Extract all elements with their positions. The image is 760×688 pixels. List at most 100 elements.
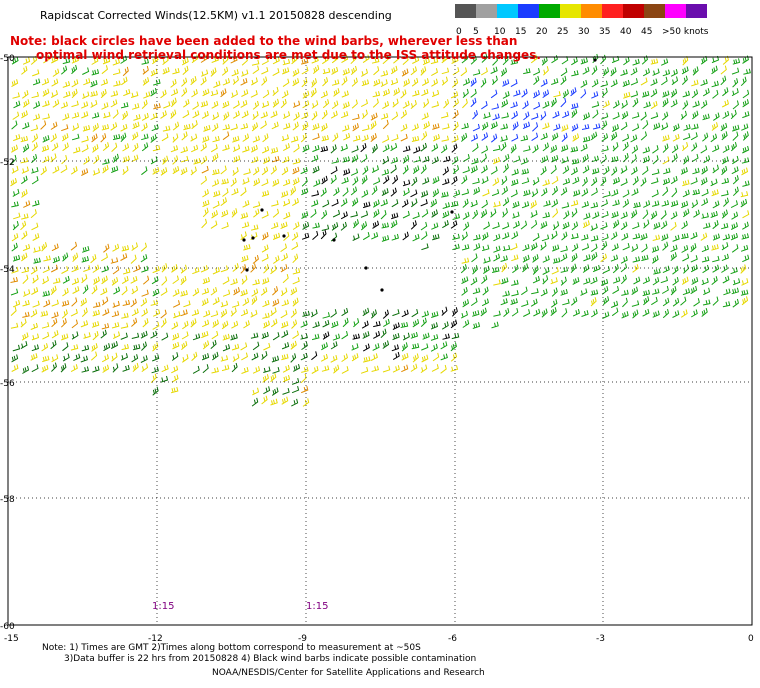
wind-barb bbox=[570, 263, 577, 274]
wind-barb bbox=[362, 307, 370, 317]
wind-barb bbox=[283, 231, 290, 241]
wind-barb bbox=[420, 164, 427, 174]
wind-barb bbox=[71, 277, 80, 285]
wind-barb bbox=[642, 155, 650, 164]
wind-barb bbox=[242, 145, 250, 153]
wind-barb bbox=[732, 100, 739, 110]
wind-barb bbox=[730, 141, 737, 152]
wind-barb bbox=[592, 123, 601, 130]
wind-barb bbox=[80, 320, 89, 328]
wind-barb bbox=[560, 245, 568, 253]
wind-barb bbox=[11, 364, 19, 372]
wind-barb bbox=[590, 276, 598, 285]
wind-barb bbox=[611, 307, 619, 317]
wind-barb bbox=[212, 112, 220, 121]
wind-barb bbox=[591, 187, 598, 196]
wind-barb bbox=[211, 100, 219, 109]
wind-barb bbox=[722, 87, 729, 97]
wind-barb bbox=[21, 332, 29, 341]
wind-barb bbox=[221, 209, 229, 218]
wind-barb bbox=[672, 265, 679, 275]
wind-barb bbox=[112, 331, 121, 340]
wind-barb bbox=[423, 121, 430, 130]
wind-barb bbox=[141, 363, 149, 373]
wind-barb bbox=[91, 133, 98, 143]
wind-barb bbox=[402, 165, 409, 175]
wind-barb bbox=[130, 91, 139, 98]
wind-barb bbox=[101, 354, 109, 363]
wind-barb bbox=[551, 154, 559, 163]
wind-barb bbox=[442, 220, 449, 229]
wind-barb bbox=[261, 253, 269, 262]
wind-barb bbox=[522, 121, 531, 130]
wind-barb bbox=[290, 135, 299, 143]
wind-barb bbox=[540, 78, 548, 87]
wind-barb bbox=[452, 67, 460, 76]
wind-barb bbox=[690, 132, 698, 141]
wind-barb bbox=[281, 90, 289, 99]
wind-barb bbox=[291, 398, 299, 407]
wind-barb bbox=[601, 112, 609, 120]
wind-barb bbox=[670, 285, 677, 296]
wind-barb bbox=[680, 167, 688, 175]
color-scale-label: 40 bbox=[620, 27, 632, 37]
wind-barb bbox=[602, 296, 610, 306]
wind-barb bbox=[492, 177, 500, 187]
wind-barb bbox=[640, 233, 648, 241]
wind-barb bbox=[542, 267, 550, 275]
wind-barb bbox=[662, 69, 671, 77]
wind-barb bbox=[571, 221, 579, 231]
wind-barb bbox=[232, 100, 240, 109]
wind-barb bbox=[300, 166, 308, 175]
wind-barb bbox=[232, 75, 239, 85]
wind-barb bbox=[502, 290, 510, 297]
wind-barb bbox=[472, 265, 478, 275]
wind-barb bbox=[491, 189, 500, 197]
wind-barb bbox=[450, 220, 458, 229]
wind-barb bbox=[713, 112, 720, 121]
wind-barb bbox=[152, 386, 159, 396]
wind-barb bbox=[83, 78, 91, 86]
wind-barb bbox=[451, 78, 459, 88]
wind-barb bbox=[632, 309, 639, 319]
wind-barb bbox=[502, 197, 510, 207]
wind-barb bbox=[380, 70, 389, 77]
wind-barb bbox=[370, 309, 377, 319]
wind-barb bbox=[293, 112, 300, 121]
wind-barb bbox=[262, 299, 270, 308]
wind-barb bbox=[352, 233, 360, 241]
wind-barb bbox=[491, 103, 500, 110]
wind-barb bbox=[702, 88, 710, 97]
wind-barb bbox=[452, 243, 460, 251]
wind-barb bbox=[631, 188, 639, 196]
wind-barb bbox=[452, 98, 459, 108]
wind-barb bbox=[491, 266, 500, 273]
wind-barb bbox=[340, 198, 348, 207]
wind-barb bbox=[61, 124, 69, 132]
wind-barb bbox=[373, 66, 380, 76]
plot-frame bbox=[7, 56, 753, 626]
wind-barb bbox=[232, 144, 241, 153]
x-tick-label: -9 bbox=[298, 634, 307, 644]
wind-barb bbox=[71, 112, 80, 119]
wind-barb bbox=[252, 254, 259, 264]
wind-barb bbox=[12, 188, 20, 197]
wind-barb bbox=[682, 253, 690, 262]
wind-barb bbox=[11, 120, 18, 130]
wind-barb bbox=[620, 274, 627, 285]
wind-barb bbox=[252, 387, 260, 396]
wind-barb bbox=[643, 219, 650, 229]
wind-barb bbox=[561, 132, 568, 142]
wind-barb bbox=[740, 191, 749, 198]
wind-barb bbox=[150, 112, 158, 121]
wind-barb bbox=[623, 56, 630, 66]
wind-barb bbox=[11, 165, 19, 174]
wind-barb bbox=[331, 157, 340, 164]
wind-barb bbox=[382, 101, 390, 110]
wind-barb bbox=[191, 54, 199, 64]
wind-barb bbox=[420, 66, 427, 76]
contamination-circle bbox=[364, 266, 368, 270]
wind-barb bbox=[491, 321, 499, 329]
wind-barb bbox=[422, 57, 430, 66]
wind-barb bbox=[110, 341, 118, 349]
